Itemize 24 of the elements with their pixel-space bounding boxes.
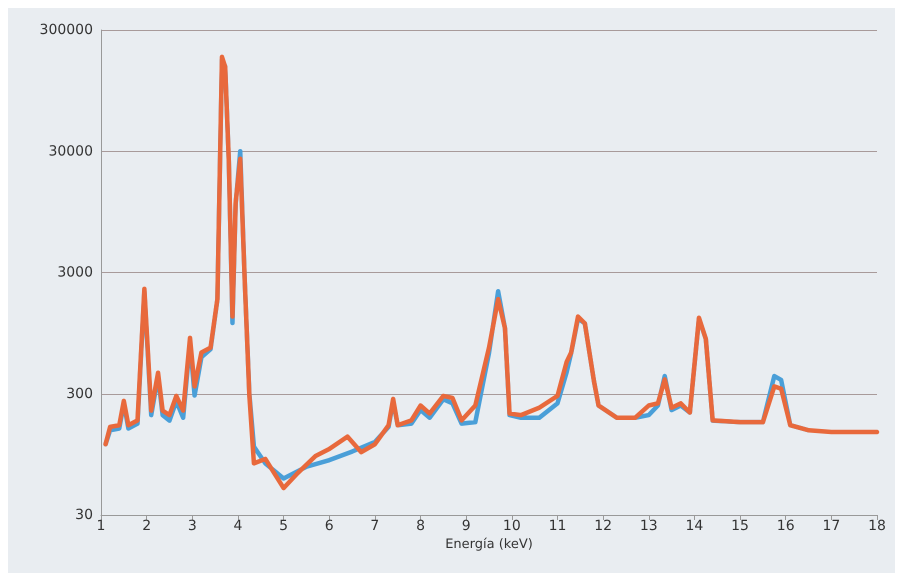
x-tick-label: 2	[142, 518, 152, 534]
x-axis-title: Energía (keV)	[445, 536, 533, 552]
x-tick-label: 7	[370, 518, 380, 534]
y-tick-label: 300	[66, 386, 93, 402]
y-tick-label: 300000	[40, 22, 93, 38]
x-tick-label: 9	[462, 518, 471, 534]
x-tick-label: 12	[594, 518, 612, 534]
y-tick-label: 3000	[57, 264, 93, 280]
x-tick-label: 3	[188, 518, 197, 534]
x-tick-label: 4	[233, 518, 242, 534]
x-tick-label: 1	[96, 518, 106, 534]
x-tick-label: 16	[776, 518, 795, 534]
x-tick-label: 15	[731, 518, 749, 534]
x-tick-label: 8	[416, 518, 425, 534]
x-tick-label: 13	[640, 518, 658, 534]
x-tick-label: 6	[324, 518, 334, 534]
y-tick-label: 30000	[48, 143, 93, 160]
x-tick-label: 11	[548, 518, 566, 534]
x-tick-label: 5	[279, 518, 288, 534]
x-tick-label: 14	[686, 518, 704, 534]
x-tick-label: 17	[822, 518, 840, 534]
x-tick-label: 18	[868, 518, 886, 534]
x-tick-label: 10	[502, 518, 521, 534]
y-tick-label: 30	[75, 507, 93, 523]
